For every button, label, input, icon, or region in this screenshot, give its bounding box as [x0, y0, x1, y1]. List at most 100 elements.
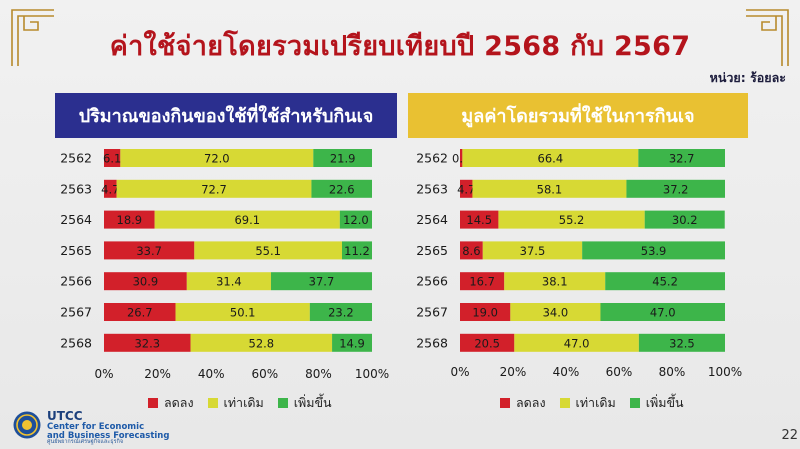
bar-segment-increase [638, 333, 725, 352]
data-label-decrease: 6.1 [103, 152, 121, 166]
bar-segment-decrease [104, 333, 191, 352]
bar-segment-same [482, 241, 583, 260]
legend-swatch-increase [277, 398, 288, 408]
logo-line-3: ศูนย์พยากรณ์เศรษฐกิจและธุรกิจ [47, 439, 124, 446]
x-tick-label: 60% [251, 367, 278, 381]
data-label-increase: 22.6 [329, 182, 355, 196]
logo-line-1: Center for Economic [47, 421, 145, 432]
bar-segment-same [498, 210, 645, 229]
data-label-same: 72.0 [204, 152, 230, 166]
x-tick-label: 20% [500, 365, 527, 379]
legend-swatch-increase [629, 398, 640, 408]
data-label-increase: 23.2 [328, 306, 354, 320]
x-tick-label: 40% [553, 365, 580, 379]
data-label-decrease: 8.6 [462, 244, 480, 258]
data-label-increase: 37.2 [663, 182, 689, 196]
logo-name: UTCC [47, 409, 83, 423]
bar-segment-decrease [460, 303, 511, 321]
data-label-same: 34.0 [543, 306, 569, 320]
bar-segment-increase [644, 210, 725, 229]
data-label-decrease: 18.9 [117, 213, 143, 227]
utcc-emblem-icon [13, 411, 41, 439]
bar-segment-decrease [104, 272, 187, 291]
category-label: 2562 [60, 151, 92, 166]
data-label-same: 69.1 [234, 213, 260, 227]
bar-segment-increase [332, 333, 372, 352]
data-label-decrease: 30.9 [133, 275, 159, 289]
legend-item-decrease: ลดลง [500, 393, 546, 413]
data-label-increase: 21.9 [330, 152, 356, 166]
bar-segment-decrease [460, 333, 515, 352]
bar-segment-same [120, 149, 314, 167]
x-tick-label: 0% [94, 367, 113, 381]
bar-segment-increase [626, 179, 725, 198]
bar-segment-same [462, 149, 639, 167]
bar-segment-decrease [460, 210, 499, 229]
bar-segment-increase [311, 179, 372, 198]
legend-item-increase: เพิ่มขึ้น [629, 393, 684, 413]
data-label-decrease: 33.7 [136, 244, 162, 258]
bar-segment-increase [270, 272, 372, 291]
data-label-same: 55.1 [255, 244, 281, 258]
logo-line-2: and Business Forecasting [47, 430, 170, 441]
x-tick-label: 80% [305, 367, 332, 381]
data-label-increase: 45.2 [652, 275, 678, 289]
data-label-increase: 32.5 [669, 336, 695, 350]
data-label-same: 31.4 [216, 275, 242, 289]
data-label-increase: 11.2 [344, 244, 370, 258]
category-label: 2565 [60, 243, 92, 258]
bar-segment-same [510, 303, 601, 321]
data-label-same: 55.2 [559, 213, 585, 227]
bar-segment-same [472, 179, 627, 198]
data-label-decrease: 19.0 [472, 306, 498, 320]
bar-segment-decrease [460, 149, 463, 167]
bar-segment-decrease [104, 241, 195, 260]
category-label: 2564 [60, 212, 92, 227]
data-label-decrease: 14.5 [466, 213, 492, 227]
bar-segment-increase [600, 303, 725, 321]
x-tick-label: 100% [708, 365, 742, 379]
corner-ornament-right-icon [746, 9, 789, 66]
corner-ornament-left-icon [11, 9, 54, 66]
data-label-increase: 47.0 [650, 306, 676, 320]
legend-item-same: เท่าเดิม [559, 393, 616, 413]
x-tick-label: 80% [659, 365, 686, 379]
legend-swatch-same [207, 398, 218, 408]
category-label: 2563 [416, 181, 448, 196]
legend-right: ลดลง เท่าเดิม เพิ่มขึ้น [500, 393, 684, 413]
category-label: 2562 [416, 151, 448, 166]
data-label-decrease: 4.7 [101, 182, 119, 196]
legend-item-same: เท่าเดิม [207, 393, 264, 413]
category-label: 2563 [60, 181, 92, 196]
legend-swatch-decrease [500, 398, 510, 408]
data-label-increase: 12.0 [343, 213, 369, 227]
legend-item-increase: เพิ่มขึ้น [277, 393, 332, 413]
data-label-same: 58.1 [537, 182, 563, 196]
data-label-increase: 37.7 [309, 275, 335, 289]
bar-segment-increase [605, 272, 725, 291]
unit-label: หน่วย: ร้อยละ [709, 70, 786, 85]
data-label-decrease: 26.7 [127, 306, 153, 320]
legend-label-same: เท่าเดิม [575, 395, 616, 410]
data-label-decrease: 20.5 [474, 336, 500, 350]
category-label: 2566 [416, 274, 448, 289]
legend-label-increase: เพิ่มขึ้น [293, 395, 332, 410]
bar-segment-same [190, 333, 333, 352]
x-tick-label: 40% [198, 367, 225, 381]
data-label-same: 52.8 [249, 336, 275, 350]
x-tick-label: 60% [606, 365, 633, 379]
bar-segment-decrease [104, 179, 117, 198]
data-label-increase: 30.2 [672, 213, 698, 227]
data-label-same: 66.4 [538, 152, 564, 166]
legend-label-decrease: ลดลง [164, 395, 194, 410]
data-label-increase: 32.7 [669, 152, 695, 166]
x-tick-label: 20% [144, 367, 171, 381]
category-label: 2568 [416, 335, 448, 350]
bar-segment-decrease [460, 272, 505, 291]
category-label: 2567 [60, 305, 92, 320]
category-label: 2567 [416, 305, 448, 320]
bar-segment-same [154, 210, 340, 229]
bar-segment-decrease [104, 149, 121, 167]
